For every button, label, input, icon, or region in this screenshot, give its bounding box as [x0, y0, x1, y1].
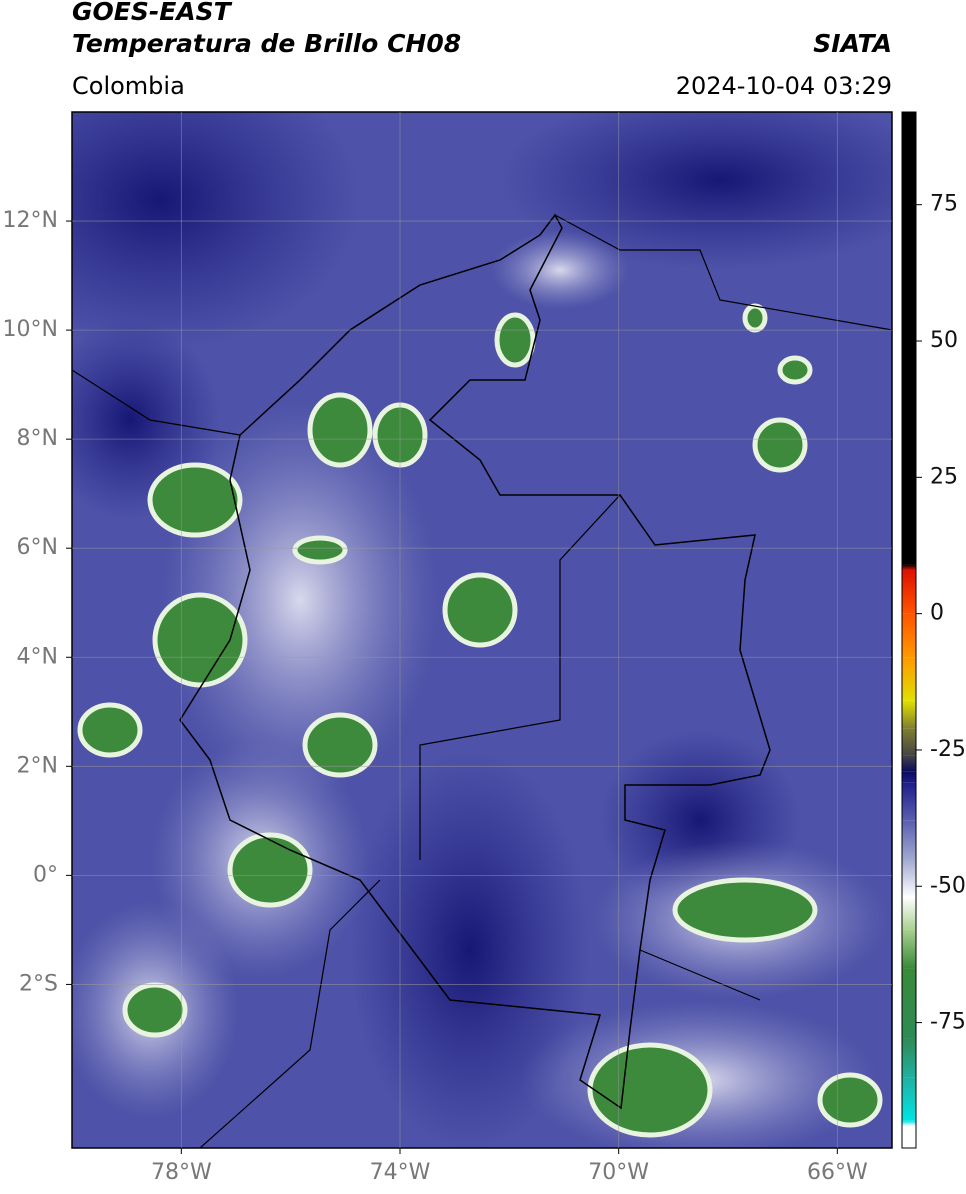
y-tick-label: 2°S [19, 971, 58, 996]
timestamp: 2024-10-04 03:29 [676, 72, 892, 100]
y-tick-label: 8°N [17, 426, 58, 451]
x-tick-label: 74°W [370, 1160, 431, 1185]
colorbar-segment [902, 782, 916, 821]
colorbar-segment [902, 968, 916, 1039]
colorbar-segment [902, 1126, 916, 1148]
colorbar-segment [902, 1077, 916, 1121]
satellite-image [72, 112, 892, 1148]
colorbar-segment [902, 897, 916, 930]
map-frame [71, 111, 893, 1149]
colorbar-segment [902, 1038, 916, 1078]
y-tick-label: 2°N [17, 753, 58, 778]
y-tick-label: 0° [33, 862, 58, 887]
colorbar-frame [901, 111, 917, 1149]
subtitle: Temperatura de Brillo CH08 [72, 29, 461, 58]
y-tick-label: 12°N [3, 208, 58, 233]
colorbar-segment [902, 929, 916, 969]
colorbar-segment [902, 112, 916, 565]
y-tick-label: 6°N [17, 535, 58, 560]
colorbar-segment [902, 700, 916, 729]
colorbar-tick-label: -50 [930, 873, 966, 898]
colorbar-segment [902, 728, 916, 756]
colorbar-segment [902, 771, 916, 783]
colorbar-tick-label: 0 [930, 601, 944, 626]
colorbar-tick-label: 50 [930, 328, 958, 353]
title: GOES-EAST [72, 0, 233, 26]
colorbar-segment [902, 755, 916, 772]
colorbar-segment [902, 859, 916, 898]
x-tick-label: 70°W [588, 1160, 649, 1185]
colorbar-tick-label: -25 [930, 737, 966, 762]
source: SIATA [813, 29, 892, 58]
region: Colombia [72, 72, 185, 100]
y-tick-label: 10°N [3, 317, 58, 342]
x-tick-label: 66°W [807, 1160, 868, 1185]
colorbar-segment [902, 613, 916, 658]
colorbar-tick-label: 25 [930, 464, 958, 489]
colorbar-tick-label: 75 [930, 192, 958, 217]
colorbar-segment [902, 1120, 916, 1127]
colorbar-segment [902, 570, 916, 614]
x-tick-label: 78°W [151, 1160, 212, 1185]
colorbar-segment [902, 657, 916, 701]
colorbar-segment [902, 820, 916, 860]
colorbar-tick-label: -75 [930, 1010, 966, 1035]
y-tick-label: 4°N [17, 644, 58, 669]
colorbar-segment [902, 564, 916, 571]
